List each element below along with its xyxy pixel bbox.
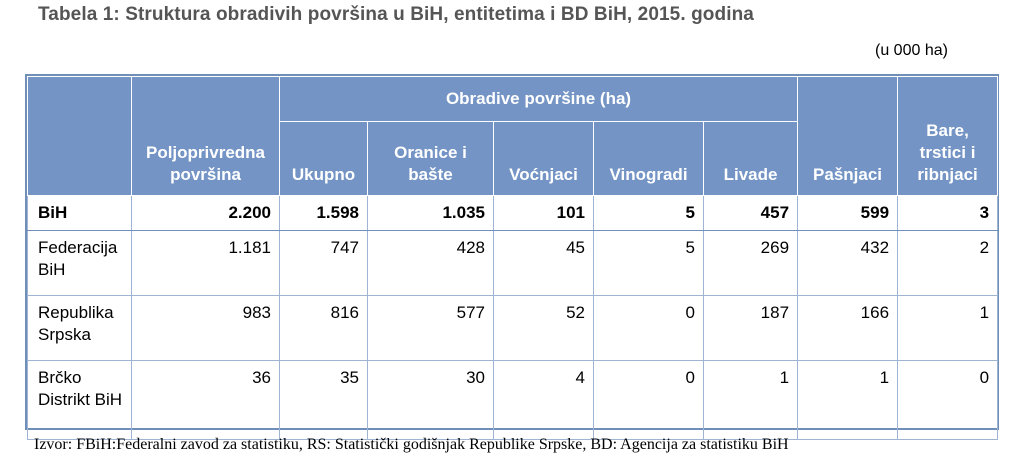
- cell-poljoprivredna: 983: [131, 295, 280, 361]
- header-empty: [27, 76, 132, 196]
- cell-vinogradi: 0: [593, 360, 704, 440]
- cell-oranice: 577: [367, 295, 494, 361]
- unit-label: (u 000 ha): [875, 42, 948, 59]
- row-name: Republika Srpska: [27, 295, 132, 361]
- header-vinogradi: Vinogradi: [593, 121, 704, 196]
- cell-poljoprivredna: 36: [131, 360, 280, 440]
- cell-vinogradi: 0: [593, 295, 704, 361]
- header-bare: Bare, trstici i ribnjaci: [897, 76, 999, 196]
- data-table: Poljoprivredna površina Obradive površin…: [27, 76, 999, 440]
- cell-vocnjaci: 45: [493, 230, 594, 296]
- cell-livade: 269: [702, 230, 799, 296]
- cell-poljoprivredna: 1.181: [131, 230, 280, 296]
- header-poljoprivredna: Poljoprivredna površina: [131, 76, 280, 196]
- table-row-federacija: Federacija BiH 1.181 747 428 45 5 269 43…: [27, 230, 999, 296]
- table-title: Tabela 1: Struktura obradivih površina u…: [38, 4, 754, 25]
- cell-vinogradi: 5: [593, 230, 704, 296]
- cell-pasnjaci: 432: [797, 230, 899, 296]
- table-row-bih: BiH 2.200 1.598 1.035 101 5 457 599 3: [27, 195, 999, 231]
- table-row-brcko: Brčko Distrikt BiH 36 35 30 4 0 1 1 0: [27, 360, 999, 440]
- header-ukupno: Ukupno: [279, 121, 368, 196]
- header-vocnjaci: Voćnjaci: [493, 121, 594, 196]
- row-name: BiH: [27, 195, 132, 231]
- cell-bare: 1: [897, 295, 999, 361]
- cell-vocnjaci: 4: [493, 360, 594, 440]
- cell-ukupno: 35: [279, 360, 368, 440]
- source-note: Izvor: FBiH:Federalni zavod za statistik…: [34, 436, 789, 453]
- row-name: Federacija BiH: [27, 230, 132, 296]
- cell-oranice: 30: [367, 360, 494, 440]
- cell-ukupno: 747: [279, 230, 368, 296]
- cell-bare: 2: [897, 230, 999, 296]
- cell-pasnjaci: 599: [797, 195, 899, 231]
- cell-bare: 0: [897, 360, 999, 440]
- header-livade: Livade: [702, 121, 799, 196]
- header-oranice: Oranice i bašte: [367, 121, 494, 196]
- cell-vinogradi: 5: [593, 195, 704, 231]
- cell-pasnjaci: 166: [797, 295, 899, 361]
- cell-livade: 457: [702, 195, 799, 231]
- cell-oranice: 1.035: [367, 195, 494, 231]
- cell-ukupno: 816: [279, 295, 368, 361]
- header-pasnjaci: Pašnjaci: [797, 76, 899, 196]
- cell-ukupno: 1.598: [279, 195, 368, 231]
- header-obradive-group: Obradive površine (ha): [278, 76, 799, 122]
- cell-vocnjaci: 52: [493, 295, 594, 361]
- cell-vocnjaci: 101: [493, 195, 594, 231]
- cell-oranice: 428: [367, 230, 494, 296]
- cell-livade: 187: [702, 295, 799, 361]
- cell-poljoprivredna: 2.200: [131, 195, 280, 231]
- cell-bare: 3: [897, 195, 999, 231]
- row-name: Brčko Distrikt BiH: [27, 360, 132, 440]
- cell-livade: 1: [702, 360, 799, 440]
- table-row-republika: Republika Srpska 983 816 577 52 0 187 16…: [27, 295, 999, 361]
- cell-pasnjaci: 1: [797, 360, 899, 440]
